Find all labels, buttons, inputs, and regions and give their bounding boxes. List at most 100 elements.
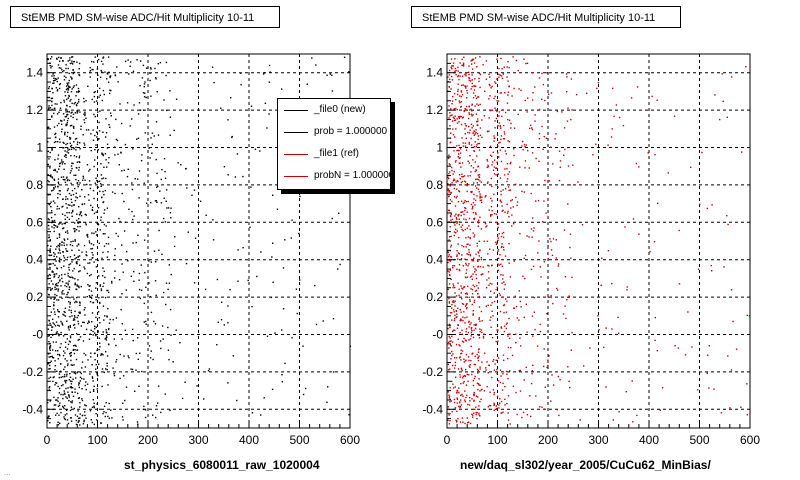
left-data-point — [62, 255, 65, 257]
right-data-point — [477, 334, 479, 336]
left-data-point — [102, 57, 104, 59]
left-data-point — [100, 185, 102, 187]
left-data-point — [116, 139, 119, 142]
left-data-point — [76, 284, 78, 286]
right-data-point — [476, 260, 479, 262]
right-data-point — [470, 171, 472, 173]
left-data-point — [331, 217, 333, 220]
right-data-point — [451, 411, 453, 413]
right-data-point — [452, 287, 454, 289]
right-data-point — [473, 85, 475, 87]
left-data-point — [52, 80, 55, 82]
right-data-point — [521, 190, 523, 193]
left-data-point — [58, 67, 61, 69]
left-data-point — [306, 83, 308, 85]
left-data-point — [90, 149, 92, 152]
right-data-point — [570, 118, 572, 121]
left-data-point — [77, 410, 79, 412]
left-data-point — [51, 176, 53, 178]
left-data-point — [53, 305, 55, 307]
right-data-point — [491, 85, 493, 88]
right-x-tick-label: 400 — [639, 433, 659, 447]
right-data-point — [512, 385, 515, 387]
right-data-point — [538, 108, 541, 111]
left-data-point — [47, 141, 49, 143]
left-data-point — [48, 228, 50, 230]
right-data-point — [463, 286, 465, 288]
right-data-point — [476, 382, 479, 384]
left-data-point — [63, 265, 65, 267]
left-data-point — [70, 351, 72, 354]
left-data-point — [75, 178, 77, 181]
right-data-point — [467, 200, 470, 203]
left-data-point — [66, 113, 69, 116]
left-data-point — [84, 307, 86, 309]
left-data-point — [78, 397, 80, 399]
left-data-point — [83, 142, 85, 144]
right-data-point — [451, 218, 454, 221]
left-data-point — [276, 208, 279, 210]
right-data-point — [491, 264, 493, 267]
left-data-point — [90, 243, 93, 245]
left-data-point — [75, 84, 78, 86]
left-data-point — [69, 256, 72, 258]
left-data-point — [96, 372, 98, 374]
right-data-point — [473, 236, 475, 238]
left-data-point — [144, 409, 147, 411]
right-data-point — [458, 117, 460, 119]
left-data-point — [70, 387, 72, 389]
left-data-point — [115, 317, 118, 319]
left-data-point — [157, 134, 160, 136]
left-data-point — [95, 419, 98, 421]
right-data-point — [708, 345, 710, 347]
right-data-point — [453, 170, 455, 173]
left-data-point — [117, 235, 119, 237]
left-data-point — [64, 393, 66, 395]
left-data-point — [78, 382, 80, 384]
right-data-point — [541, 125, 543, 128]
left-data-point — [59, 252, 61, 254]
left-data-point — [95, 100, 98, 102]
right-data-point — [460, 367, 463, 369]
left-data-point — [296, 312, 298, 315]
left-data-point — [72, 69, 74, 71]
left-data-point — [72, 193, 75, 196]
left-data-point — [89, 70, 92, 72]
right-data-point — [464, 128, 466, 130]
right-data-point — [510, 127, 512, 129]
left-data-point — [69, 263, 72, 265]
left-data-point — [66, 124, 68, 126]
left-data-point — [80, 128, 82, 130]
left-data-point — [96, 388, 98, 390]
left-data-point — [61, 163, 64, 165]
left-data-point — [109, 75, 112, 77]
right-data-point — [491, 109, 494, 111]
left-data-point — [48, 158, 50, 160]
right-data-point — [447, 76, 449, 78]
left-data-point — [64, 222, 66, 225]
left-data-point — [94, 159, 96, 161]
right-data-point — [460, 359, 462, 361]
right-data-point — [455, 217, 458, 219]
left-data-point — [77, 186, 79, 188]
left-data-point — [57, 316, 60, 318]
left-data-point — [114, 248, 116, 250]
right-data-point — [464, 322, 466, 324]
right-data-point — [490, 326, 492, 328]
right-data-point — [523, 191, 526, 193]
left-data-point — [58, 56, 60, 59]
left-data-point — [104, 71, 106, 73]
right-data-point — [458, 190, 460, 192]
left-data-point — [70, 194, 72, 196]
right-data-point — [459, 95, 461, 97]
right-data-point — [449, 325, 451, 327]
left-data-point — [68, 399, 70, 402]
left-data-point — [137, 137, 140, 139]
left-data-point — [74, 239, 76, 241]
right-data-point — [476, 144, 478, 146]
right-data-point — [457, 83, 459, 85]
left-data-point — [73, 323, 76, 326]
left-data-point — [101, 99, 103, 102]
right-data-point — [469, 422, 472, 425]
left-data-point — [83, 97, 85, 100]
